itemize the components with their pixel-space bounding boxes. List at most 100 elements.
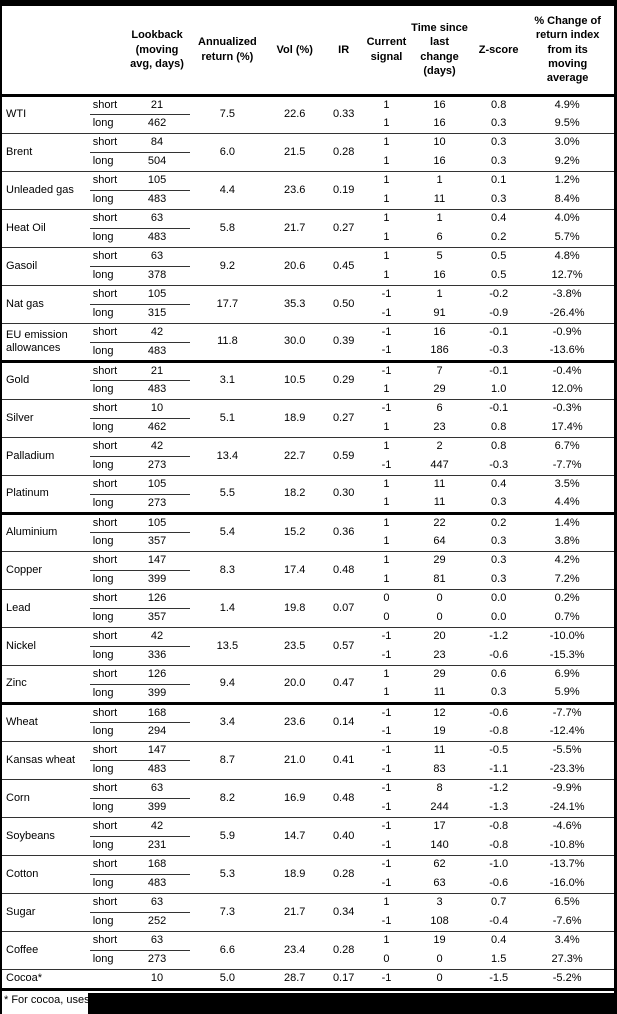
time-since-value: 11 — [433, 744, 446, 757]
lookback-value: 168 — [124, 703, 190, 723]
table-body: WTI short 21 7.5 22.6 0.33 1 16 0.8 4.9% long 462 1 1… — [2, 95, 614, 988]
change-value: 3.5% — [554, 478, 580, 491]
annualized-return-value: 11.8 — [189, 323, 266, 363]
leg-label: short — [89, 285, 125, 305]
signal-value: -1 — [381, 782, 392, 795]
leg-label: short — [89, 779, 125, 799]
commodity-name: Nat gas — [2, 285, 90, 324]
table-row: long 483 1 6 0.2 5.7% — [2, 228, 614, 248]
commodity-name: Palladium — [2, 437, 90, 476]
vol-value: 18.9 — [265, 399, 325, 438]
time-since-value: 186 — [409, 342, 470, 363]
vol-value: 20.0 — [265, 665, 325, 705]
leg-label: short — [89, 817, 125, 837]
table-row: long 378 1 16 0.5 12.7% — [2, 266, 614, 286]
zscore-value: 0.5 — [469, 266, 529, 286]
zscore-value: -0.8 — [469, 836, 529, 856]
lookback-value: 10 — [150, 972, 164, 985]
leg-label: long — [89, 380, 125, 400]
vol-value: 16.9 — [265, 779, 325, 818]
annualized-return-value: 6.0 — [189, 133, 266, 172]
signal-value: 1 — [383, 668, 390, 681]
zscore-value: -1.1 — [469, 760, 529, 780]
table-row: long 399 -1 244 -1.3 -24.1% — [2, 798, 614, 818]
change-value: -15.3% — [528, 646, 614, 666]
zscore-value: 1.0 — [469, 380, 529, 400]
zscore-value: 0.3 — [469, 152, 529, 172]
time-since-value: 1 — [436, 174, 443, 187]
leg-label — [90, 969, 125, 988]
zscore-value: -0.4 — [469, 912, 529, 932]
commodity-name: Unleaded gas — [2, 171, 90, 210]
table-row: Zinc short 126 9.4 20.0 0.47 1 29 0.6 6.9% — [2, 665, 614, 705]
table-row: Wheat short 168 3.4 23.6 0.14 -1 12 -0.6 -7.7% — [2, 703, 614, 742]
leg-label: short — [89, 399, 125, 419]
signal-value: -1 — [363, 456, 410, 476]
table-row: WTI short 21 7.5 22.6 0.33 1 16 0.8 4.9% — [2, 95, 614, 134]
leg-label: short — [89, 627, 125, 647]
signal-value: 1 — [383, 136, 390, 149]
commodity-name: Corn — [2, 779, 90, 818]
table-row: Silver short 10 5.1 18.9 0.27 -1 6 -0.1 -0.3% — [2, 399, 614, 438]
lookback-value: 483 — [124, 760, 190, 780]
zscore-value: 0.2 — [469, 228, 529, 248]
lookback-value: 126 — [124, 665, 190, 685]
table-row: long 483 1 29 1.0 12.0% — [2, 380, 614, 400]
col-header-lookback: Lookback (moving avg, days) — [124, 6, 190, 97]
signal-value: -1 — [363, 722, 410, 742]
annualized-return-value: 9.2 — [189, 247, 266, 286]
leg-label: short — [89, 133, 125, 153]
table-row: Unleaded gas short 105 4.4 23.6 0.19 1 1 0.1 1.2% — [2, 171, 614, 210]
table-row: Soybeans short 42 5.9 14.7 0.40 -1 17 -0.8 -4.6% — [2, 817, 614, 856]
lookback-value: 483 — [124, 342, 190, 363]
leg-label: long — [89, 684, 125, 705]
zscore-value: -0.6 — [469, 646, 529, 666]
annualized-return-value: 9.4 — [189, 665, 266, 705]
annualized-return-value: 5.3 — [189, 855, 266, 894]
zscore-value: -1.2 — [489, 782, 509, 795]
change-value: -7.6% — [528, 912, 614, 932]
signal-value: 0 — [363, 608, 410, 628]
zscore-value: -0.1 — [489, 402, 509, 415]
lookback-value: 10 — [124, 399, 190, 419]
table-row: long 483 1 11 0.3 8.4% — [2, 190, 614, 210]
table-row: Nat gas short 105 17.7 35.3 0.50 -1 1 -0.2 -3.8% — [2, 285, 614, 324]
commodity-name: WTI — [2, 95, 90, 134]
time-since-value: 11 — [409, 684, 470, 705]
change-value: -0.9% — [552, 326, 582, 339]
vol-value: 14.7 — [265, 817, 325, 856]
annualized-return-value: 17.7 — [189, 285, 266, 324]
zscore-value: -0.1 — [489, 364, 509, 377]
zscore-value: 0.3 — [491, 136, 507, 149]
time-since-value: 447 — [409, 456, 470, 476]
lookback-value: 462 — [124, 418, 190, 438]
signal-value: 1 — [363, 228, 410, 248]
ir-value: 0.39 — [324, 323, 364, 363]
signal-value: 1 — [383, 440, 390, 453]
table-row: Nickel short 42 13.5 23.5 0.57 -1 20 -1.2 -10.0% — [2, 627, 614, 666]
ir-value: 0.29 — [324, 361, 364, 400]
lookback-value: 42 — [124, 323, 190, 343]
lookback-value: 399 — [124, 798, 190, 818]
lookback-value: 483 — [124, 190, 190, 210]
lookback-value: 63 — [124, 893, 190, 913]
change-value: -13.6% — [528, 342, 614, 363]
lookback-value: 399 — [124, 684, 190, 705]
col-header-name — [2, 6, 90, 97]
signal-value: 1 — [383, 478, 390, 491]
table-row: EU emission allowances short 42 11.8 30.0 0.3… — [2, 323, 614, 363]
redaction-bar — [88, 993, 614, 1014]
vol-value: 21.0 — [265, 741, 325, 780]
signal-value: -1 — [381, 364, 392, 377]
leg-label: short — [89, 171, 125, 191]
table-row: Heat Oil short 63 5.8 21.7 0.27 1 1 0.4 4.0% — [2, 209, 614, 248]
ir-value: 0.27 — [324, 209, 364, 248]
time-since-value: 0 — [409, 950, 470, 970]
annualized-return-value: 5.9 — [189, 817, 266, 856]
time-since-value: 11 — [409, 190, 470, 210]
col-header-change: % Change of return index from its moving… — [528, 6, 614, 97]
leg-label: short — [89, 665, 125, 685]
time-since-value: 23 — [409, 646, 470, 666]
signals-table: Lookback (moving avg, days) Annualized re… — [2, 6, 614, 988]
change-value: 27.3% — [528, 950, 614, 970]
